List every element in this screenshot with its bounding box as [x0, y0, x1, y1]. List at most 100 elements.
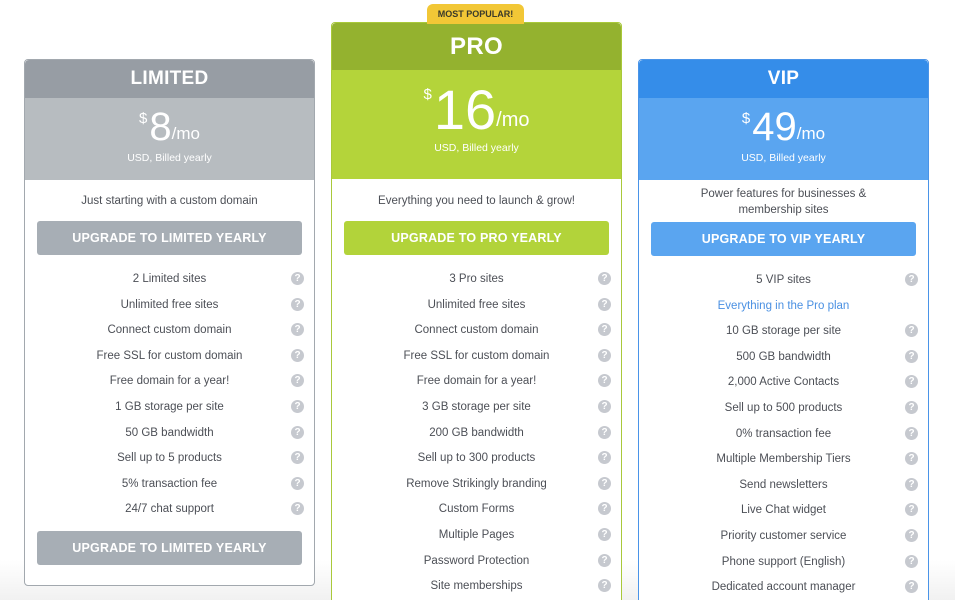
- help-icon[interactable]: ?: [598, 374, 611, 388]
- feature-item: 5 VIP sites?: [639, 270, 928, 296]
- feature-item: Phone support (English)?: [639, 552, 928, 578]
- feature-item: Connect custom domain?: [332, 320, 621, 346]
- help-icon[interactable]: ?: [905, 400, 918, 414]
- upgrade-vip-button[interactable]: UPGRADE TO VIP YEARLY: [651, 222, 916, 256]
- feature-item: Free domain for a year!?: [25, 371, 314, 397]
- help-icon[interactable]: ?: [905, 528, 918, 542]
- feature-label: Unlimited free sites: [120, 298, 219, 311]
- help-icon[interactable]: ?: [291, 323, 304, 337]
- help-icon[interactable]: ?: [598, 527, 611, 541]
- help-icon[interactable]: ?: [905, 580, 918, 594]
- feature-list: 2 Limited sites? Unlimited free sites? Con…: [25, 269, 314, 525]
- upgrade-limited-button[interactable]: UPGRADE TO LIMITED YEARLY: [37, 221, 302, 255]
- feature-item: Custom Forms?: [332, 499, 621, 525]
- billing-note: USD, Billed yearly: [434, 142, 519, 154]
- help-icon[interactable]: ?: [598, 297, 611, 311]
- feature-item: Dedicated account manager?: [639, 577, 928, 600]
- feature-label: Everything in the Pro plan: [717, 299, 850, 312]
- feature-label: Send newsletters: [739, 478, 828, 491]
- price-block: $ 8 /mo USD, Billed yearly: [25, 98, 314, 180]
- help-icon[interactable]: ?: [905, 375, 918, 389]
- help-icon[interactable]: ?: [905, 554, 918, 568]
- help-icon[interactable]: ?: [291, 476, 304, 490]
- feature-label: Custom Forms: [438, 503, 515, 516]
- help-icon[interactable]: ?: [291, 502, 304, 516]
- feature-item: 1 GB storage per site?: [25, 397, 314, 423]
- feature-label: Live Chat widget: [740, 504, 827, 517]
- feature-item: Connect custom domain?: [25, 320, 314, 346]
- price-block: $ 49 /mo USD, Billed yearly: [639, 98, 928, 180]
- upgrade-pro-button[interactable]: UPGRADE TO PRO YEARLY: [344, 221, 609, 255]
- upgrade-limited-bottom-button[interactable]: UPGRADE TO LIMITED YEARLY: [37, 530, 302, 565]
- feature-item: Sell up to 300 products?: [332, 448, 621, 474]
- feature-list: 5 VIP sites? Everything in the Pro plan 10…: [639, 270, 928, 600]
- help-icon[interactable]: ?: [598, 348, 611, 362]
- feature-item: 0% transaction fee?: [639, 424, 928, 450]
- help-icon[interactable]: ?: [291, 374, 304, 388]
- price-amount: 16: [433, 78, 497, 141]
- feature-label: Connect custom domain: [107, 324, 232, 337]
- feature-item: 3 GB storage per site?: [332, 397, 621, 423]
- help-icon[interactable]: ?: [598, 272, 611, 285]
- feature-item: 2 Limited sites?: [25, 269, 314, 295]
- feature-label: 50 GB bandwidth: [125, 426, 214, 439]
- feature-label: Connect custom domain: [414, 324, 539, 337]
- help-icon[interactable]: ?: [905, 426, 918, 440]
- feature-item: Remove Strikingly branding?: [332, 474, 621, 500]
- feature-label: Multiple Membership Tiers: [716, 453, 851, 466]
- help-icon[interactable]: ?: [905, 503, 918, 517]
- most-popular-badge: MOST POPULAR!: [427, 4, 524, 24]
- help-icon[interactable]: ?: [905, 324, 918, 338]
- plan-name: VIP: [639, 60, 928, 98]
- feature-item: 3 Pro sites?: [332, 269, 621, 295]
- plan-name: PRO: [332, 23, 621, 70]
- price-amount: 8: [149, 105, 172, 149]
- help-icon[interactable]: ?: [905, 477, 918, 491]
- feature-item: Free SSL for custom domain?: [25, 346, 314, 372]
- price-amount: 49: [752, 105, 797, 149]
- help-icon[interactable]: ?: [598, 399, 611, 413]
- help-icon[interactable]: ?: [905, 452, 918, 466]
- feature-item: Sell up to 500 products?: [639, 398, 928, 424]
- currency-symbol: $: [741, 110, 751, 127]
- help-icon[interactable]: ?: [598, 425, 611, 439]
- feature-label: 0% transaction fee: [735, 427, 832, 440]
- help-icon[interactable]: ?: [598, 451, 611, 465]
- feature-label: Unlimited free sites: [427, 298, 526, 311]
- feature-label: 3 GB storage per site: [422, 400, 531, 413]
- help-icon[interactable]: ?: [598, 476, 611, 490]
- help-icon[interactable]: ?: [291, 451, 304, 465]
- feature-item: 500 GB bandwidth?: [639, 347, 928, 373]
- currency-symbol: $: [139, 110, 148, 127]
- feature-label: 24/7 chat support: [125, 503, 214, 516]
- price-period: /mo: [796, 124, 826, 143]
- feature-item: Free domain for a year!?: [332, 371, 621, 397]
- help-icon[interactable]: ?: [598, 502, 611, 516]
- feature-label: Remove Strikingly branding: [406, 477, 547, 490]
- feature-label: Phone support (English): [721, 555, 846, 568]
- plan-card-limited: LIMITED $ 8 /mo USD, Billed yearly Just …: [24, 59, 315, 586]
- help-icon[interactable]: ?: [598, 323, 611, 337]
- feature-label: Site memberships: [430, 580, 523, 593]
- feature-label: Free SSL for custom domain: [403, 349, 550, 362]
- help-icon[interactable]: ?: [291, 399, 304, 413]
- feature-item: 200 GB bandwidth?: [332, 423, 621, 449]
- help-icon[interactable]: ?: [291, 272, 304, 285]
- feature-item[interactable]: Everything in the Pro plan: [639, 296, 928, 322]
- help-icon[interactable]: ?: [291, 425, 304, 439]
- feature-label: 10 GB storage per site: [725, 325, 842, 338]
- feature-label: 3 Pro sites: [449, 273, 504, 285]
- help-icon[interactable]: ?: [598, 553, 611, 567]
- feature-item: 24/7 chat support?: [25, 499, 314, 525]
- feature-label: Multiple Pages: [438, 528, 515, 541]
- feature-item: Unlimited free sites?: [25, 295, 314, 321]
- help-icon[interactable]: ?: [905, 273, 918, 286]
- help-icon[interactable]: ?: [598, 579, 611, 593]
- currency-symbol: $: [423, 86, 432, 103]
- plan-name: LIMITED: [25, 60, 314, 98]
- help-icon[interactable]: ?: [905, 349, 918, 363]
- feature-label: 200 GB bandwidth: [429, 426, 524, 439]
- feature-label: 2 Limited sites: [132, 273, 207, 285]
- help-icon[interactable]: ?: [291, 297, 304, 311]
- help-icon[interactable]: ?: [291, 348, 304, 362]
